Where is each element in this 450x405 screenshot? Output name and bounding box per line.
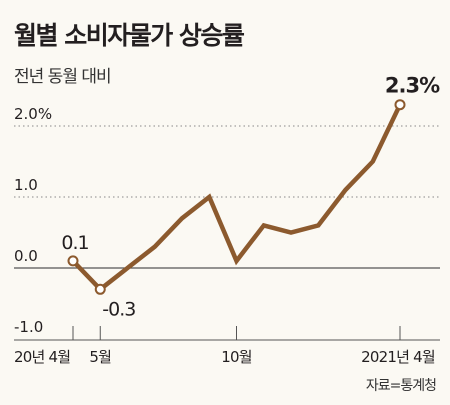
data-label: 2.3%	[385, 74, 440, 98]
y-tick-label: 0.0	[14, 247, 38, 265]
y-tick-label: 2.0%	[14, 105, 52, 123]
data-point-marker	[394, 99, 406, 111]
data-label: 0.1	[61, 232, 88, 254]
data-point-marker	[67, 255, 79, 267]
source-note: 자료=통계청	[365, 378, 437, 394]
data-label: -0.3	[102, 298, 135, 320]
x-tick-label: 2021년 4월	[361, 348, 435, 366]
y-tick-label: -1.0	[14, 318, 43, 336]
x-tick-label: 20년 4월	[14, 348, 70, 366]
x-tick-label: 5월	[89, 348, 111, 366]
data-point-marker	[94, 283, 106, 295]
x-tick-label: 10월	[221, 348, 252, 366]
series-line	[71, 103, 403, 293]
chart-subtitle: 전년 동월 대비	[14, 67, 112, 87]
chart-title: 월별 소비자물가 상승률	[14, 21, 245, 50]
y-tick-label: 1.0	[14, 176, 38, 194]
